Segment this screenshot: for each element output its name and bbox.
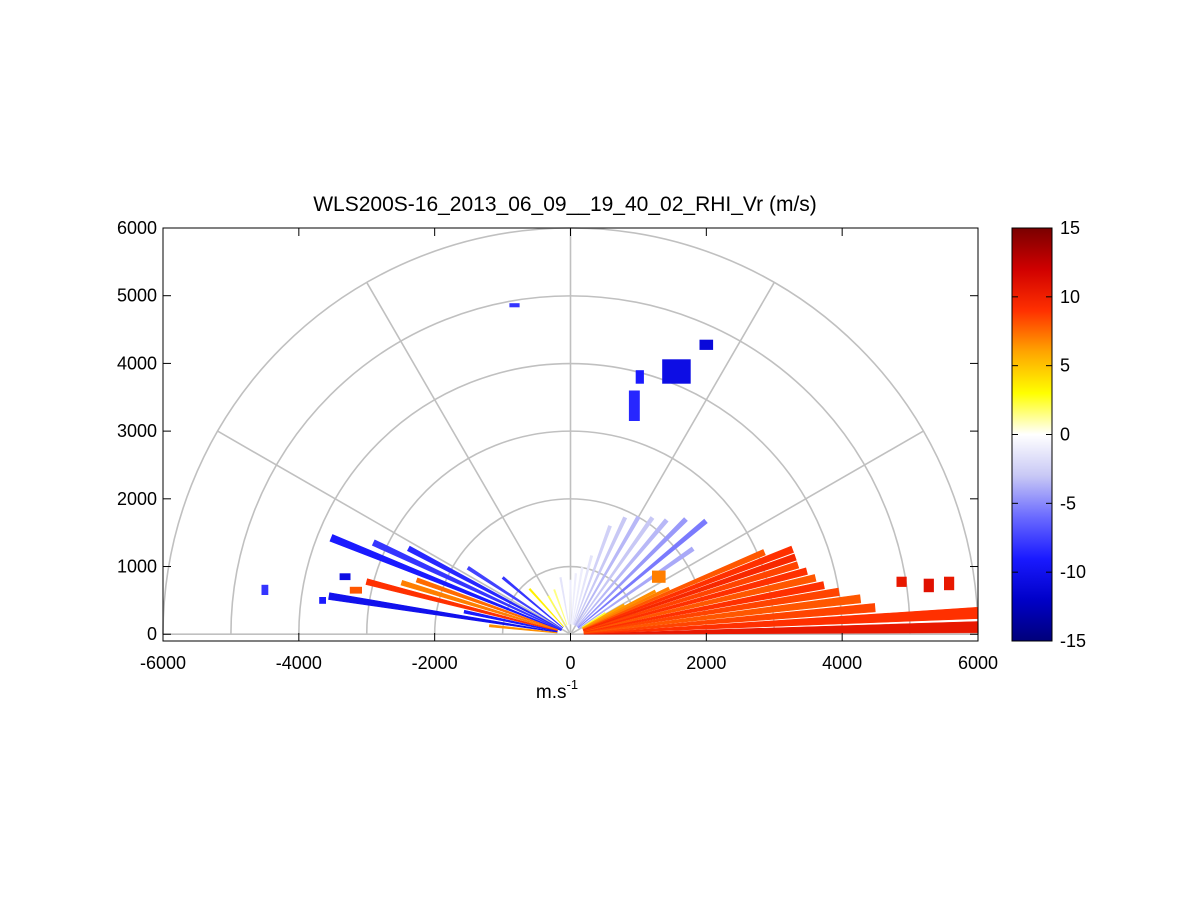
y-tick-label: 3000 — [117, 421, 157, 441]
velocity-ray — [553, 589, 568, 626]
x-axis-label: m.s-1 — [536, 677, 578, 703]
colorbar-tick-label: -15 — [1060, 631, 1086, 651]
x-tick-label: 2000 — [686, 653, 726, 673]
x-axis-label-exponent: -1 — [567, 677, 579, 692]
y-tick-label: 1000 — [117, 557, 157, 577]
velocity-patch — [923, 578, 934, 593]
elevation-spoke — [217, 430, 571, 635]
velocity-ray — [488, 624, 558, 634]
velocity-patch — [652, 570, 666, 583]
velocity-ray — [577, 518, 708, 629]
y-tick-label: 5000 — [117, 286, 157, 306]
velocity-ray — [577, 517, 688, 628]
x-tick-label: -6000 — [140, 653, 186, 673]
velocity-ray — [574, 516, 628, 626]
x-tick-label: 0 — [565, 653, 575, 673]
chart-title: WLS200S-16_2013_06_09__19_40_02_RHI_Vr (… — [313, 193, 817, 216]
velocity-patch — [319, 597, 326, 604]
velocity-ray — [575, 516, 655, 627]
colorbar-tick-label: 10 — [1060, 287, 1080, 307]
x-tick-label: -4000 — [276, 653, 322, 673]
velocity-patch — [349, 586, 362, 594]
x-tick-label: -2000 — [412, 653, 458, 673]
elevation-spoke — [366, 282, 572, 635]
colorbar: 15 10 5 0 -5 -10 -15 — [1011, 218, 1086, 651]
y-tick-label: 4000 — [117, 353, 157, 373]
colorbar-scale — [1011, 227, 1053, 642]
velocity-ray — [328, 592, 558, 633]
velocity-ray — [576, 518, 669, 627]
axes-ticks: -6000 -4000 -2000 0 2000 4000 6000 0 1000 2000 300… — [117, 218, 998, 673]
velocity-patch — [628, 390, 640, 421]
velocity-patch — [896, 576, 907, 587]
velocity-ray — [371, 539, 562, 631]
velocity-patch — [944, 576, 955, 591]
velocity-ray — [581, 612, 606, 628]
velocity-field — [261, 303, 978, 635]
x-tick-label: 4000 — [822, 653, 862, 673]
velocity-ray — [547, 595, 566, 626]
x-tick-label: 6000 — [958, 653, 998, 673]
velocity-ray — [406, 545, 563, 630]
velocity-patch — [339, 573, 351, 581]
velocity-ray — [501, 576, 564, 629]
velocity-patch — [261, 584, 269, 595]
velocity-ray — [573, 525, 612, 626]
colorbar-tick-label: 5 — [1060, 356, 1070, 376]
velocity-ray — [571, 567, 584, 625]
colorbar-tick-label: 0 — [1060, 425, 1070, 445]
velocity-ray — [575, 515, 641, 626]
velocity-patch — [509, 303, 520, 308]
velocity-ray — [570, 573, 578, 625]
velocity-ray — [572, 555, 594, 625]
velocity-ray — [528, 587, 565, 628]
velocity-ray — [463, 609, 558, 632]
velocity-patch — [662, 359, 691, 384]
elevation-spoke — [570, 430, 924, 635]
velocity-ray — [400, 580, 558, 631]
velocity-ray — [581, 603, 625, 629]
colorbar-tick-label: 15 — [1060, 218, 1080, 238]
colorbar-tick-label: -10 — [1060, 562, 1086, 582]
velocity-ray — [466, 565, 563, 630]
x-axis-label-base: m.s — [536, 682, 567, 703]
velocity-ray — [329, 534, 562, 631]
velocity-ray — [569, 579, 572, 625]
colorbar-tick-label: -5 — [1060, 493, 1076, 513]
y-tick-label: 6000 — [117, 218, 157, 238]
velocity-ray — [559, 577, 570, 625]
y-tick-label: 0 — [147, 624, 157, 644]
velocity-patch — [635, 370, 644, 384]
velocity-ray — [415, 577, 559, 631]
y-tick-label: 2000 — [117, 489, 157, 509]
velocity-patch — [699, 339, 714, 350]
